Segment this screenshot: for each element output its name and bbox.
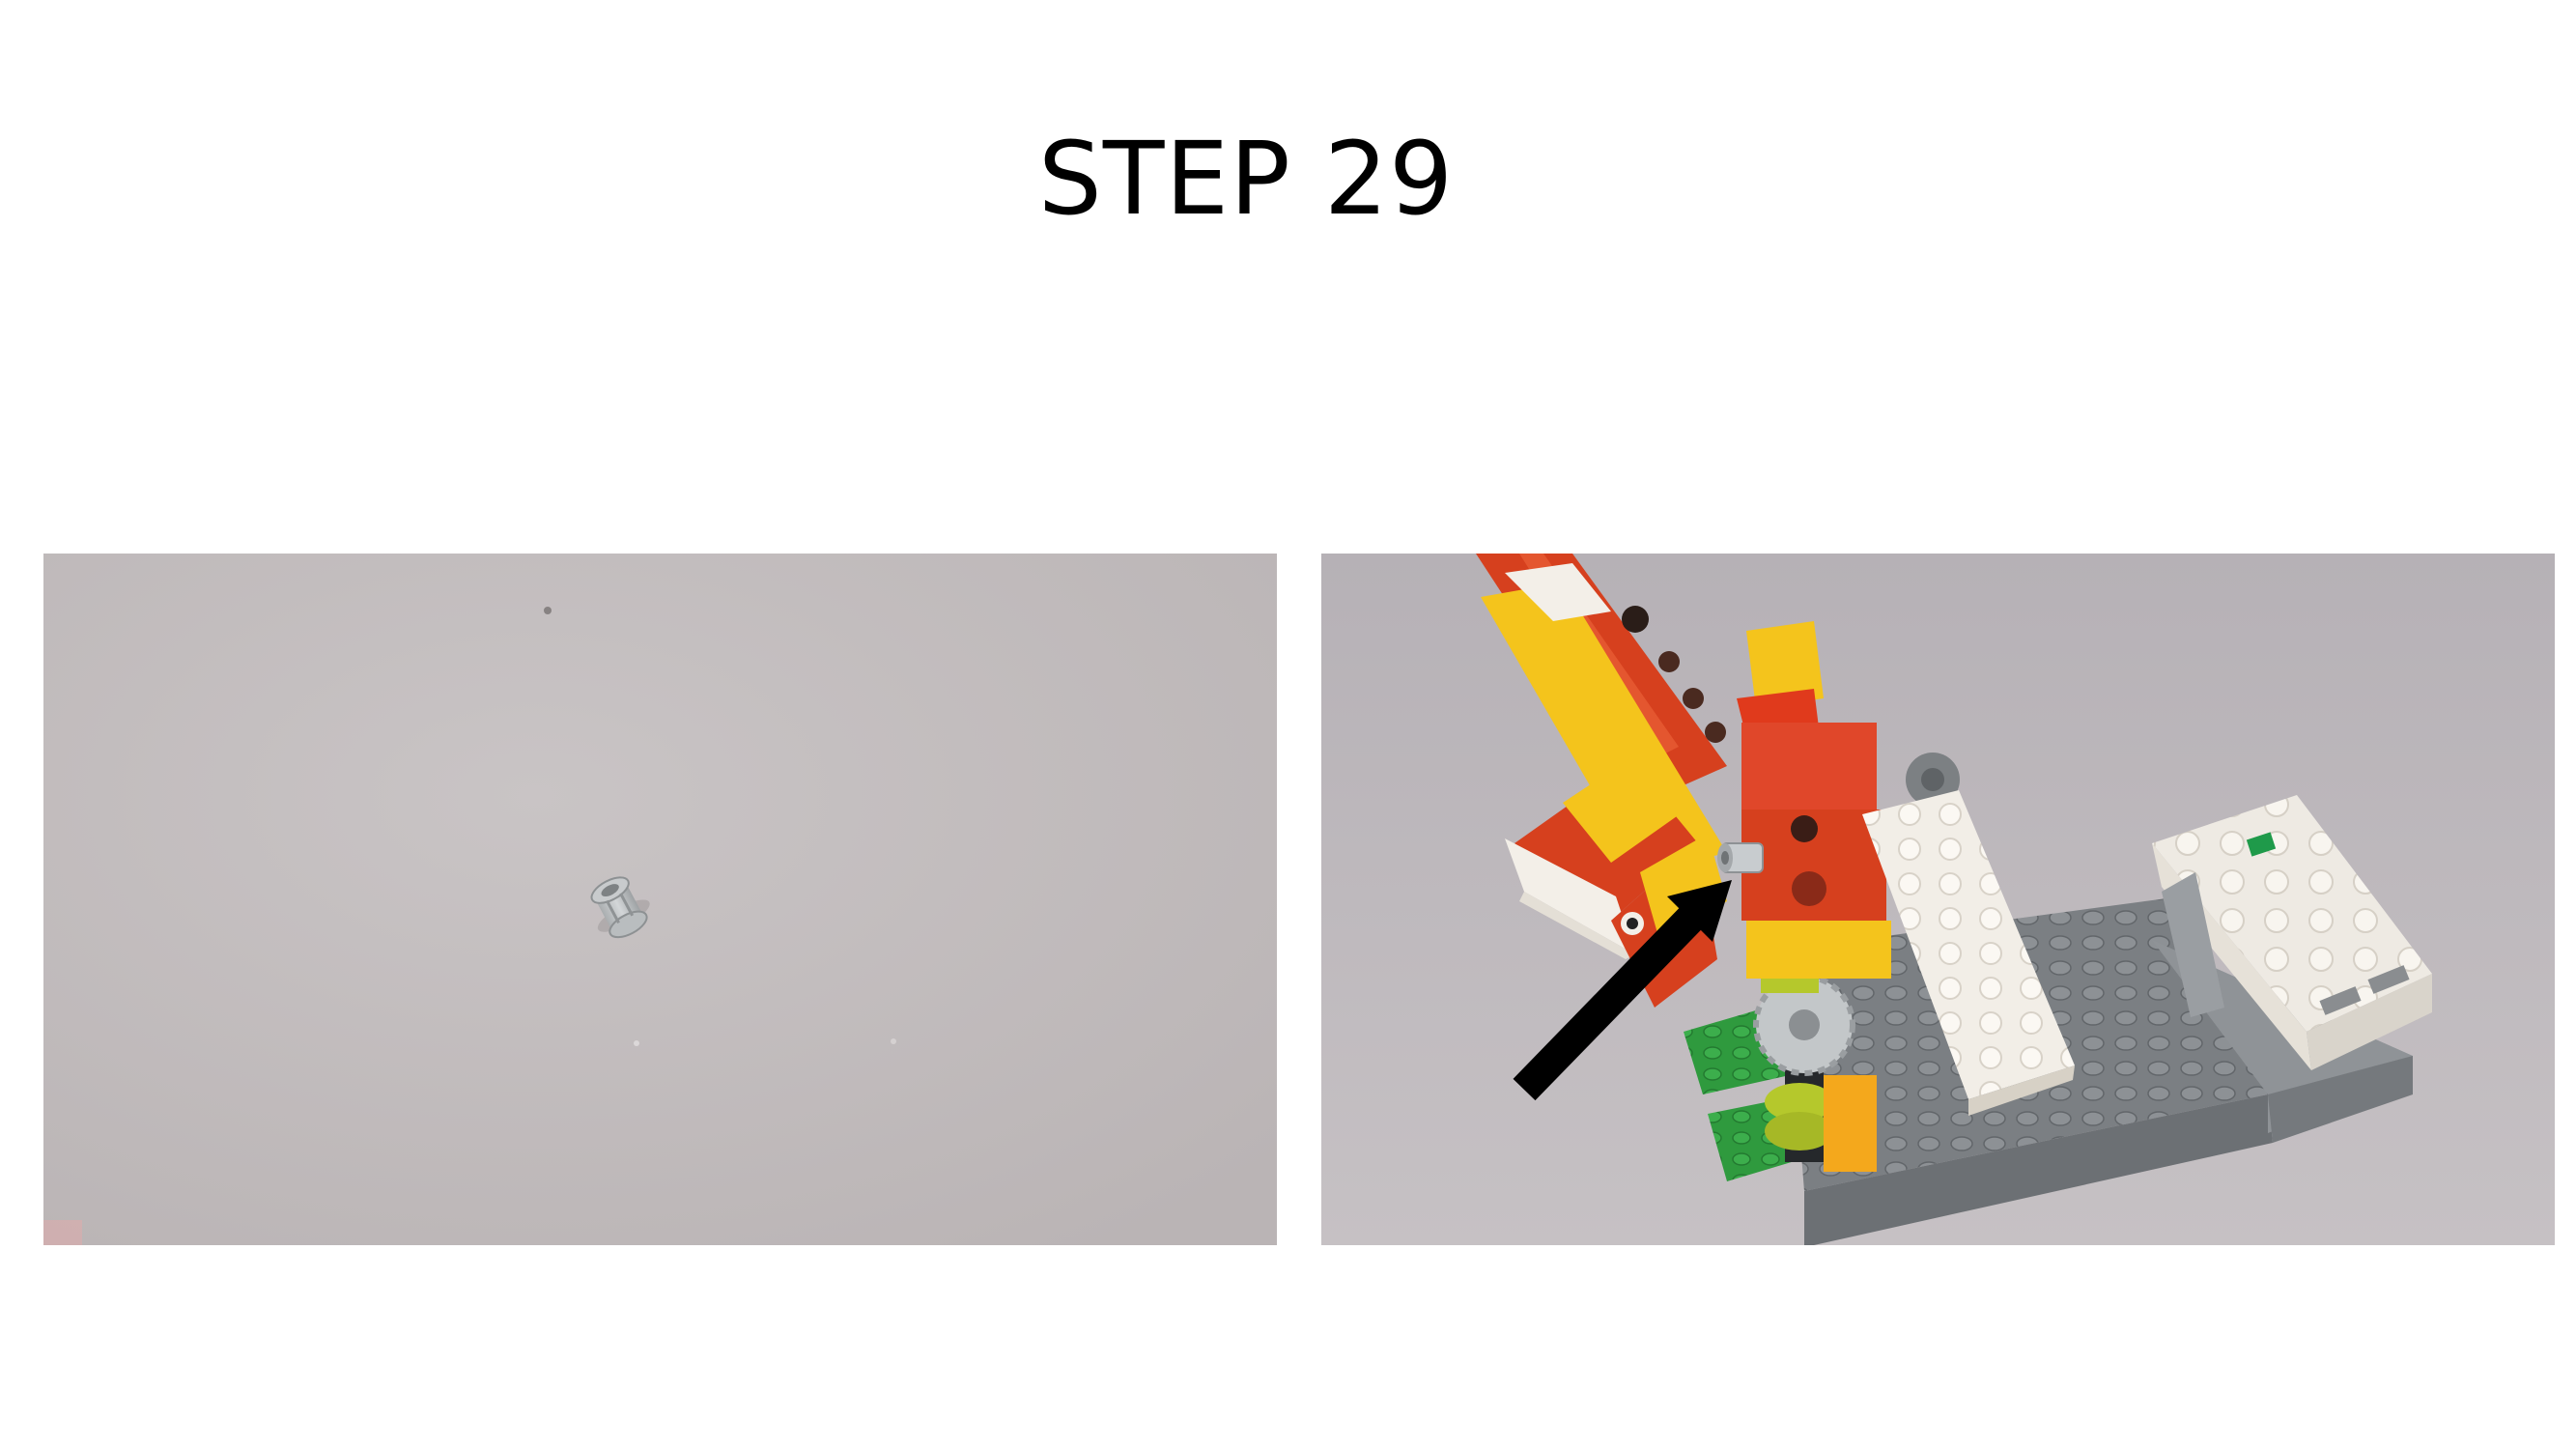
arrow-pointer xyxy=(1513,880,1732,1101)
part-photo-image xyxy=(43,554,1277,1245)
bush-placement xyxy=(1717,842,1764,873)
white-plate xyxy=(1862,790,2075,1116)
assembly-photo xyxy=(1321,554,2555,1245)
hub-block xyxy=(2152,795,2432,1070)
assembly-photo-image xyxy=(1321,554,2555,1245)
page-title: STEP 29 xyxy=(1037,120,1455,238)
red-brick-column xyxy=(1741,723,1960,979)
part-photo xyxy=(43,554,1277,1245)
bush-part xyxy=(590,876,650,939)
